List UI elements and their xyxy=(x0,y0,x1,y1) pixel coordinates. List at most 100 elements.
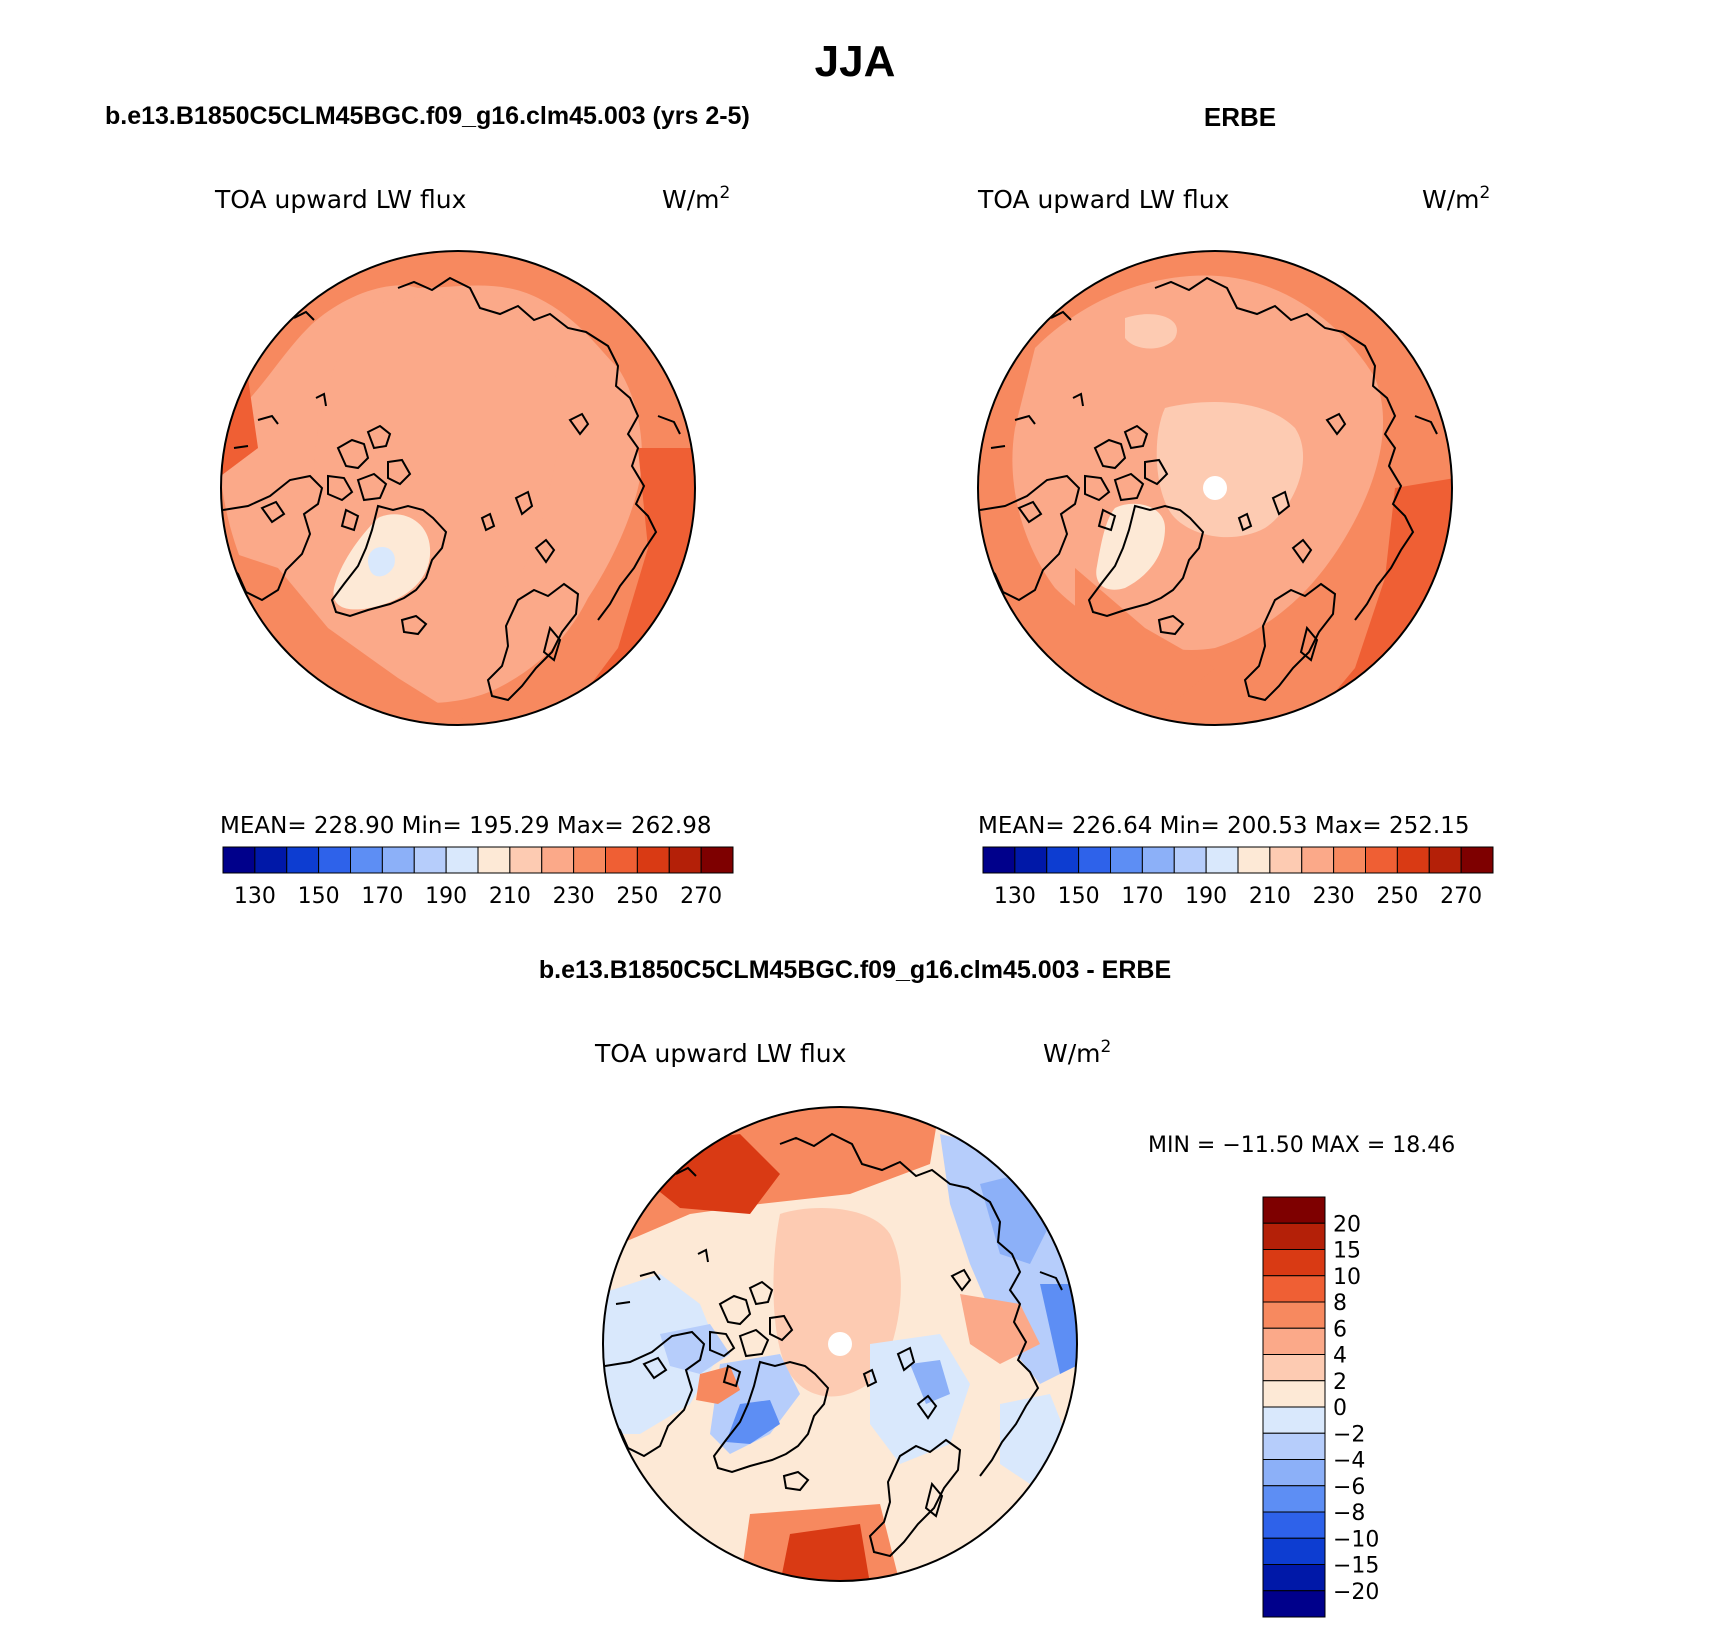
colorbar-swatch xyxy=(1262,1222,1326,1250)
panel-diff-variable: TOA upward LW flux xyxy=(594,1039,846,1068)
colorbar-swatch xyxy=(254,846,288,874)
colorbar-tick-label: 20 xyxy=(1333,1212,1361,1237)
colorbar-tick-label: −6 xyxy=(1333,1475,1365,1500)
colorbar-tick-label: 170 xyxy=(361,884,403,909)
colorbar-swatch xyxy=(477,846,511,874)
colorbar-swatch xyxy=(1396,846,1430,874)
colorbar-swatch xyxy=(1046,846,1080,874)
colorbar-swatch xyxy=(1262,1196,1326,1224)
colorbar-tick-label: 150 xyxy=(1058,884,1100,909)
colorbar-tick-label: 230 xyxy=(553,884,595,909)
colorbar-swatch xyxy=(413,846,447,874)
panel-obs-stats: MEAN= 226.64 Min= 200.53 Max= 252.15 xyxy=(978,813,1469,839)
colorbar-tick-label: 230 xyxy=(1313,884,1355,909)
panel-diff-units: W/m2 xyxy=(1043,1037,1111,1068)
panel-model-colorbar: 130 150 170 190 210 230 250 270 xyxy=(222,846,734,909)
panel-model-map xyxy=(220,250,696,726)
colorbar-swatch xyxy=(1262,1327,1326,1355)
colorbar-tick-label: 170 xyxy=(1121,884,1163,909)
colorbar-tick-label: 10 xyxy=(1333,1265,1361,1290)
colorbar-tick-label: 270 xyxy=(1440,884,1482,909)
colorbar-tick-label: 130 xyxy=(234,884,276,909)
colorbar-tick-label: −4 xyxy=(1333,1449,1365,1474)
colorbar-tick-label: −2 xyxy=(1333,1422,1365,1447)
colorbar-tick-label: 150 xyxy=(298,884,340,909)
colorbar-swatch xyxy=(1141,846,1175,874)
colorbar-tick-label: 210 xyxy=(489,884,531,909)
panel-diff: b.e13.B1850C5CLM45BGC.f09_g16.clm45.003 … xyxy=(539,956,1455,1618)
colorbar-swatch xyxy=(1014,846,1048,874)
colorbar-swatch xyxy=(318,846,351,874)
colorbar-swatch xyxy=(1269,846,1303,874)
colorbar-swatch xyxy=(381,846,415,874)
colorbar-tick-label: 2 xyxy=(1333,1370,1347,1395)
colorbar-swatch xyxy=(1262,1380,1326,1408)
colorbar-swatch xyxy=(1262,1249,1326,1277)
colorbar-swatch xyxy=(573,846,606,874)
panel-obs-variable: TOA upward LW flux xyxy=(977,185,1229,214)
panel-obs-units: W/m2 xyxy=(1422,183,1490,214)
colorbar-tick-label: −10 xyxy=(1333,1527,1379,1552)
panel-model-header: b.e13.B1850C5CLM45BGC.f09_g16.clm45.003 … xyxy=(105,102,750,130)
panel-model-units: W/m2 xyxy=(662,183,730,214)
colorbar-swatch xyxy=(668,846,702,874)
colorbar-swatch xyxy=(1205,846,1239,874)
model-map-boundary xyxy=(220,250,696,726)
panel-obs: ERBE TOA upward LW flux W/m2 MEAN= 226.6… xyxy=(977,102,1494,909)
colorbar-swatch xyxy=(1173,846,1207,874)
colorbar-tick-label: 0 xyxy=(1333,1396,1347,1421)
colorbar-swatch xyxy=(982,846,1016,874)
colorbar-swatch xyxy=(445,846,479,874)
obs-map-boundary xyxy=(977,250,1453,726)
colorbar-tick-label: 15 xyxy=(1333,1239,1361,1264)
colorbar-swatch xyxy=(700,846,734,874)
colorbar-swatch xyxy=(1460,846,1494,874)
panel-model: b.e13.B1850C5CLM45BGC.f09_g16.clm45.003 … xyxy=(105,102,750,909)
colorbar-tick-label: 250 xyxy=(1376,884,1418,909)
colorbar-swatch xyxy=(1262,1354,1326,1382)
colorbar-tick-label: −15 xyxy=(1333,1554,1379,1579)
colorbar-swatch xyxy=(1262,1459,1326,1487)
colorbar-swatch xyxy=(286,846,320,874)
colorbar-tick-label: 210 xyxy=(1249,884,1291,909)
colorbar-tick-label: 4 xyxy=(1333,1344,1347,1369)
colorbar-swatch xyxy=(1262,1511,1326,1539)
diff-contour-field xyxy=(603,1107,1077,1581)
colorbar-swatch xyxy=(222,846,256,874)
colorbar-swatch xyxy=(1262,1406,1326,1434)
colorbar-swatch xyxy=(1262,1590,1326,1618)
colorbar-swatch xyxy=(1262,1301,1326,1329)
colorbar-swatch xyxy=(509,846,543,874)
colorbar-swatch xyxy=(1365,846,1398,874)
colorbar-swatch xyxy=(1262,1485,1326,1513)
colorbar-swatch xyxy=(636,846,670,874)
colorbar-swatch xyxy=(1262,1537,1326,1565)
colorbar-tick-label: 250 xyxy=(616,884,658,909)
colorbar-swatch xyxy=(1110,846,1143,874)
obs-contour-field xyxy=(978,251,1452,725)
panel-obs-colorbar: 130 150 170 190 210 230 250 270 xyxy=(982,846,1494,909)
colorbar-tick-label: −20 xyxy=(1333,1580,1379,1605)
panel-diff-map xyxy=(602,1106,1078,1582)
colorbar-tick-label: 190 xyxy=(1185,884,1227,909)
colorbar-tick-label: 8 xyxy=(1333,1291,1347,1316)
colorbar-swatch xyxy=(1262,1564,1326,1592)
colorbar-tick-label: 270 xyxy=(680,884,722,909)
colorbar-tick-label: 190 xyxy=(425,884,467,909)
colorbar-swatch xyxy=(541,846,575,874)
colorbar-swatch xyxy=(605,846,638,874)
panel-obs-header: ERBE xyxy=(1204,102,1276,132)
colorbar-swatch xyxy=(1301,846,1335,874)
colorbar-swatch xyxy=(350,846,383,874)
colorbar-swatch xyxy=(1078,846,1111,874)
figure-title: JJA xyxy=(815,37,896,86)
colorbar-swatch xyxy=(1262,1275,1326,1303)
colorbar-tick-label: 6 xyxy=(1333,1317,1347,1342)
colorbar-tick-label: −8 xyxy=(1333,1501,1365,1526)
panel-diff-minmax: MIN = −11.50 MAX = 18.46 xyxy=(1148,1133,1455,1158)
panel-model-variable: TOA upward LW flux xyxy=(214,185,466,214)
colorbar-swatch xyxy=(1333,846,1366,874)
colorbar-tick-label: 130 xyxy=(994,884,1036,909)
